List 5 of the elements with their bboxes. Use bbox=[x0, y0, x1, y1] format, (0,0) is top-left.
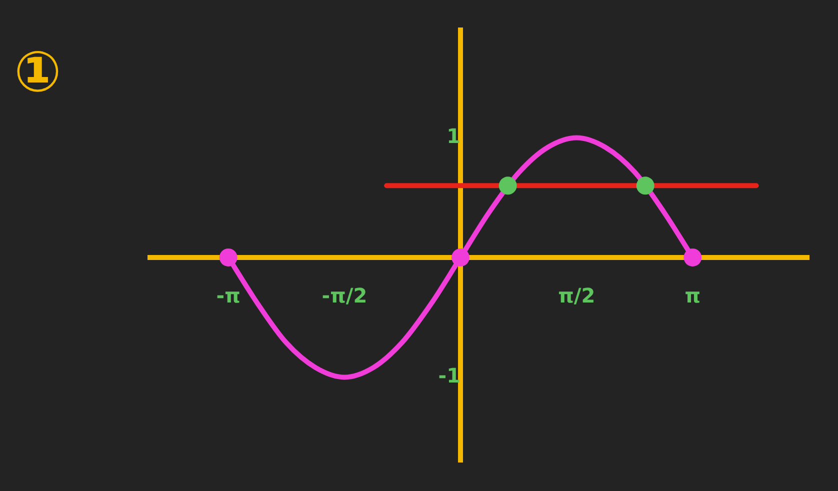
x-tick-label: -π/2 bbox=[322, 284, 368, 308]
x-tick-label: π bbox=[684, 284, 701, 308]
x-tick-label: -π bbox=[216, 284, 240, 308]
x-tick-label: π/2 bbox=[558, 284, 596, 308]
text: ① bbox=[14, 40, 62, 105]
